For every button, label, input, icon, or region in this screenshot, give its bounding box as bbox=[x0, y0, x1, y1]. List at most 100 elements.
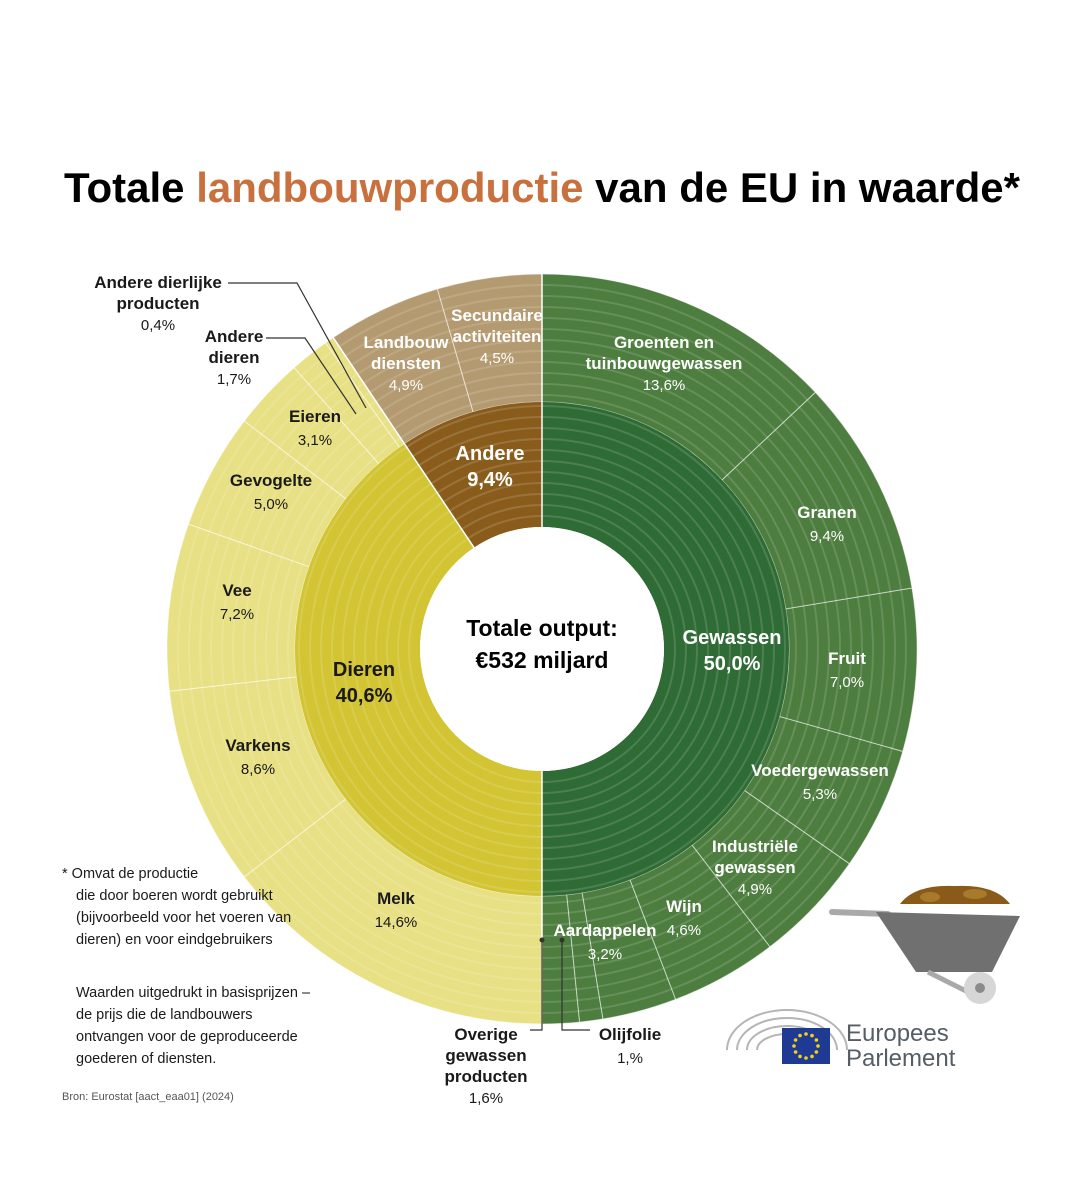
label-andere-dierlijke-producten: Andere dierlijke producten 0,4% bbox=[94, 273, 222, 334]
leader-line-olijfolie bbox=[561, 940, 590, 1031]
label-olijfolie: Olijfolie 1,% bbox=[599, 1025, 661, 1067]
label-groenten-en-tuinbouwgewassen: Groenten en tuinbouwgewassen 13,6% bbox=[586, 333, 743, 394]
label-andere-dieren: Andere dieren 1,7% bbox=[205, 327, 264, 388]
logo-line2: Parlement bbox=[846, 1045, 956, 1072]
leader-line-andere-dierlijke bbox=[228, 282, 367, 409]
label-value: 1,% bbox=[617, 1050, 643, 1067]
label-value: 8,6% bbox=[241, 761, 275, 778]
label-value: 14,6% bbox=[375, 914, 418, 931]
chart-title: Totale landbouwproductie van de EU in wa… bbox=[64, 164, 1021, 211]
label-name: Secundaire bbox=[451, 306, 543, 325]
label-name: Gevogelte bbox=[230, 471, 312, 490]
label-value: 3,1% bbox=[298, 432, 332, 449]
europees-parlement-logo: Europees Parlement bbox=[726, 1009, 956, 1072]
label-name: dieren bbox=[208, 348, 259, 367]
eu-star-icon bbox=[792, 1044, 796, 1048]
leader-line-overige bbox=[530, 940, 543, 1031]
label-name: Vee bbox=[222, 581, 251, 600]
label-vee: Vee 7,2% bbox=[220, 581, 254, 623]
label-gevogelte: Gevogelte 5,0% bbox=[230, 471, 312, 513]
label-name: Eieren bbox=[289, 407, 341, 426]
label-landbouw-diensten: Landbouw diensten 4,9% bbox=[364, 333, 450, 394]
eu-star-icon bbox=[798, 1033, 802, 1038]
label-name: Aardappelen bbox=[554, 921, 657, 940]
label-name: Andere bbox=[205, 327, 264, 346]
label-value: 3,2% bbox=[588, 946, 622, 963]
center-hole bbox=[420, 527, 664, 771]
eu-star-icon bbox=[814, 1050, 819, 1054]
label-name: Gewassen bbox=[683, 627, 782, 649]
footnote-line: die door boeren wordt gebruikt bbox=[76, 888, 273, 904]
label-name: producten bbox=[444, 1067, 527, 1086]
center-total: €532 miljard bbox=[476, 647, 609, 673]
label-name: Andere bbox=[456, 443, 525, 465]
label-value: 1,7% bbox=[217, 371, 251, 388]
label-name: Dieren bbox=[333, 659, 395, 681]
wheelbarrow-icon bbox=[829, 885, 1020, 1004]
title-highlight: landbouwproductie bbox=[196, 164, 583, 211]
eu-star-icon bbox=[793, 1038, 798, 1042]
label-voedergewassen: Voedergewassen 5,3% bbox=[751, 761, 889, 803]
label-dieren: Dieren 40,6% bbox=[333, 659, 395, 707]
label-value: 5,0% bbox=[254, 496, 288, 513]
label-name: Groenten en bbox=[614, 333, 714, 352]
label-name: Granen bbox=[797, 503, 857, 522]
eu-star-icon bbox=[814, 1038, 819, 1042]
label-value: 40,6% bbox=[336, 685, 393, 707]
eu-star-icon bbox=[793, 1050, 798, 1054]
label-name: Wijn bbox=[666, 897, 702, 916]
logo-line1: Europees bbox=[846, 1020, 949, 1047]
label-value: 1,6% bbox=[469, 1090, 503, 1107]
inner-ring bbox=[294, 402, 789, 896]
label-value: 4,9% bbox=[738, 881, 772, 898]
label-granen: Granen 9,4% bbox=[797, 503, 857, 545]
segment-labels: Gewassen 50,0% Dieren 40,6% Andere 9,4% Groent… bbox=[94, 273, 889, 1107]
label-value: 9,4% bbox=[467, 469, 513, 491]
eu-star-icon bbox=[804, 1056, 808, 1060]
label-eieren: Eieren 3,1% bbox=[289, 407, 341, 449]
label-name: Landbouw bbox=[364, 333, 450, 352]
eu-star-icon bbox=[804, 1032, 808, 1036]
footnote-line: goederen of diensten. bbox=[76, 1051, 216, 1067]
label-name: Industriële bbox=[712, 837, 798, 856]
label-industriele-gewassen: Industriële gewassen 4,9% bbox=[712, 837, 798, 898]
title-part1: Totale bbox=[64, 164, 196, 211]
label-melk: Melk 14,6% bbox=[375, 889, 418, 931]
label-wijn: Wijn 4,6% bbox=[666, 897, 702, 939]
label-gewassen: Gewassen 50,0% bbox=[683, 627, 782, 675]
label-value: 5,3% bbox=[803, 786, 837, 803]
label-value: 7,2% bbox=[220, 606, 254, 623]
label-name: Melk bbox=[377, 889, 415, 908]
label-andere: Andere 9,4% bbox=[456, 443, 525, 491]
label-name: producten bbox=[116, 294, 199, 313]
label-name: Olijfolie bbox=[599, 1025, 661, 1044]
label-overige-gewassen-producten: Overige gewassen producten 1,6% bbox=[444, 1025, 527, 1107]
label-name: diensten bbox=[371, 354, 441, 373]
leader-lines bbox=[228, 282, 590, 1031]
label-fruit: Fruit 7,0% bbox=[828, 649, 866, 691]
label-name: gewassen bbox=[714, 858, 795, 877]
eu-star-icon bbox=[810, 1054, 814, 1059]
label-value: 9,4% bbox=[810, 528, 844, 545]
footnote-line: de prijs die de landbouwers bbox=[76, 1007, 253, 1023]
source-note: Bron: Eurostat [aact_eaa01] (2024) bbox=[62, 1091, 234, 1103]
footnote-line: Waarden uitgedrukt in basisprijzen – bbox=[76, 985, 311, 1001]
inner-slice-gewassen bbox=[542, 402, 789, 896]
inner-slice-andere bbox=[404, 402, 542, 548]
label-name: activiteiten bbox=[453, 327, 542, 346]
label-value: 4,6% bbox=[667, 922, 701, 939]
label-name: Voedergewassen bbox=[751, 761, 889, 780]
footnote-line: (bijvoorbeeld voor het voeren van bbox=[76, 910, 291, 926]
footnote-line: * Omvat de productie bbox=[62, 866, 198, 882]
label-value: 50,0% bbox=[704, 653, 761, 675]
label-aardappelen: Aardappelen 3,2% bbox=[554, 921, 657, 963]
label-value: 0,4% bbox=[141, 317, 175, 334]
outer-ring bbox=[166, 273, 918, 1025]
label-name: Andere dierlijke bbox=[94, 273, 222, 292]
label-secundaire-activiteiten: Secundaire activiteiten 4,5% bbox=[451, 306, 543, 367]
group-divider bbox=[332, 337, 475, 549]
footnote-line: ontvangen voor de geproduceerde bbox=[76, 1029, 298, 1045]
title-part2: van de EU in waarde* bbox=[584, 164, 1021, 211]
eu-star-icon bbox=[810, 1033, 814, 1038]
